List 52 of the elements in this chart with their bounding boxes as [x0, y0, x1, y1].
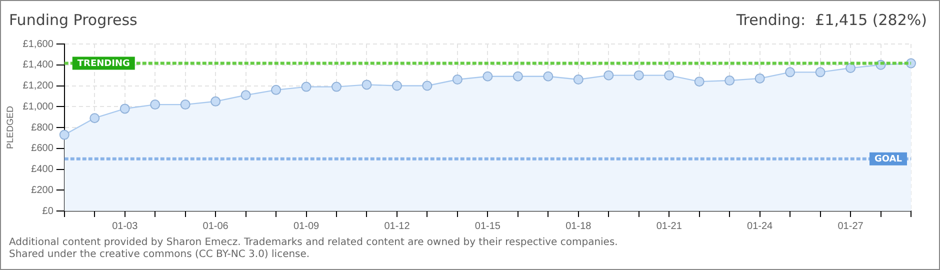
y-tick-label: £1,200: [22, 80, 54, 92]
ref-line-label: GOAL: [874, 154, 902, 165]
point: [452, 74, 462, 84]
x-tick-label: 01-15: [474, 220, 501, 232]
x-tick-label: 01-06: [202, 220, 229, 232]
y-axis-title: PLEDGED: [4, 105, 15, 150]
y-tick-label: £400: [31, 164, 54, 175]
point: [724, 76, 735, 86]
point: [271, 84, 282, 95]
x-tick-label: 01-03: [112, 220, 138, 232]
y-tick-label: £1,600: [22, 38, 54, 50]
y-tick-label: £1,000: [22, 101, 54, 112]
point: [210, 96, 221, 106]
x-tick-label: 01-18: [566, 220, 592, 232]
point: [301, 82, 312, 92]
point: [332, 82, 342, 92]
point: [815, 67, 826, 78]
point: [180, 100, 190, 110]
point: [604, 70, 614, 80]
point: [392, 80, 402, 91]
point: [694, 76, 704, 87]
point: [846, 63, 856, 74]
point: [543, 71, 554, 82]
point: [785, 67, 796, 78]
point: [422, 80, 432, 91]
y-tick-label: £600: [31, 143, 54, 154]
point: [634, 70, 644, 80]
point: [754, 73, 765, 84]
point: [482, 71, 493, 82]
point: [120, 104, 130, 114]
point: [362, 80, 372, 90]
x-tick-label: 01-09: [293, 220, 320, 232]
text: Shared under the creative commons (CC BY-NC 3.0) license.: [9, 249, 311, 261]
chart-subtitle: Trending: £1,415 (282%): [736, 11, 927, 29]
point: [59, 130, 70, 140]
x-tick-label: 01-21: [656, 220, 682, 232]
chart-title: Funding Progress: [9, 11, 138, 29]
point: [512, 71, 523, 82]
y-tick-label: £800: [31, 122, 54, 134]
point: [664, 70, 674, 80]
x-tick-label: 01-24: [747, 220, 774, 232]
point: [240, 90, 251, 100]
y-tick-label: £200: [31, 184, 54, 196]
point: [573, 74, 584, 84]
point: [90, 113, 100, 124]
point: [150, 100, 160, 110]
text: Additional content provided by Sharon Emecz. Trademarks and related content are owned by their respective companies.: [9, 237, 618, 249]
ref-line-label: TRENDING: [77, 59, 130, 70]
y-tick-label: £0: [42, 206, 54, 217]
x-tick-label: 01-27: [838, 220, 864, 232]
x-tick-label: 01-12: [384, 220, 410, 232]
y-tick-label: £1,400: [22, 60, 54, 71]
